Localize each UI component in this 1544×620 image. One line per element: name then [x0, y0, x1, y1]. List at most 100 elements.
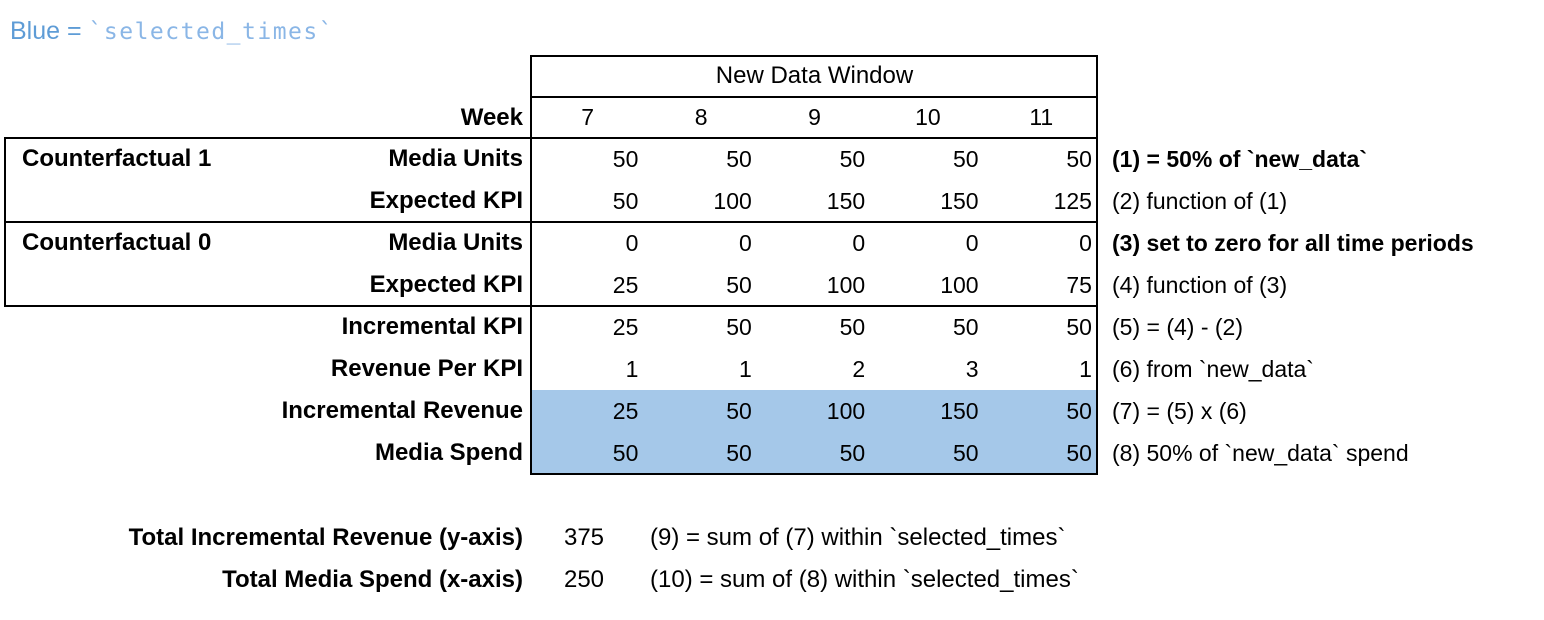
value-cell: 125 [1053, 188, 1092, 214]
value-cell: 50 [1066, 440, 1092, 466]
table-row: Incremental Revenue 25 50 100 150 50 (7) = (5)… [0, 390, 1544, 432]
total-row: Total Incremental Revenue (y-axis) 375 (9)… [0, 517, 1544, 559]
window-header-underline [530, 96, 1098, 98]
row-annotation: (2) function of (1) [1112, 188, 1288, 214]
row-values: 50 50 50 50 50 [531, 432, 1098, 474]
value-cell: 100 [826, 398, 866, 424]
total-label: Total Media Spend (x-axis) [222, 566, 523, 593]
value-cell: 50 [1066, 146, 1092, 172]
value-cell: 50 [726, 272, 752, 298]
table-row: Incremental KPI 25 50 50 50 50 (5) = (4) - (2) [0, 306, 1544, 348]
group-border-left [4, 137, 6, 307]
row-values: 50 50 50 50 50 [531, 138, 1098, 180]
value-cell: 0 [965, 230, 979, 256]
value-cell: 50 [952, 440, 979, 466]
value-cell: 50 [839, 440, 866, 466]
total-row: Total Media Spend (x-axis) 250 (10) = sum … [0, 559, 1544, 601]
row-annotation: (1) = 50% of `new_data` [1112, 146, 1367, 172]
total-annotation: (9) = sum of (7) within `selected_times` [650, 524, 1066, 551]
table-border-bottom [530, 473, 1098, 475]
row-label: Media Units [388, 229, 523, 256]
legend-code: `selected_times` [88, 19, 335, 45]
row-label: Expected KPI [369, 187, 523, 214]
value-cell: 0 [1079, 230, 1092, 256]
value-cell: 2 [852, 356, 866, 382]
value-cell: 150 [826, 188, 866, 214]
window-header: New Data Window [715, 62, 914, 89]
value-cell: 1 [738, 356, 752, 382]
week-number: 9 [808, 104, 821, 130]
value-cell: 1 [1079, 356, 1092, 382]
row-values: 0 0 0 0 0 [531, 222, 1098, 264]
value-cell: 0 [625, 230, 639, 256]
value-cell: 50 [952, 146, 979, 172]
value-cell: 0 [738, 230, 752, 256]
row-label: Media Units [388, 145, 523, 172]
value-cell: 50 [1066, 398, 1092, 424]
row-annotation: (5) = (4) - (2) [1112, 314, 1243, 340]
cf1-group-underline [4, 221, 1098, 223]
week-numbers: 7 8 9 10 11 [531, 97, 1098, 138]
row-values: 1 1 2 3 1 [531, 348, 1098, 390]
value-cell: 25 [612, 398, 639, 424]
value-cell: 3 [965, 356, 979, 382]
value-cell: 50 [612, 146, 639, 172]
week-number: 8 [694, 104, 708, 130]
value-cell: 100 [940, 272, 979, 298]
row-label: Media Spend [374, 439, 523, 466]
table-row: Counterfactual 0 Media Units 0 0 0 0 0 (3) set … [0, 222, 1544, 264]
value-cell: 25 [612, 314, 639, 340]
group-label: Counterfactual 0 [22, 229, 212, 256]
row-annotation: (8) 50% of `new_data` spend [1112, 440, 1409, 466]
group-label: Counterfactual 1 [22, 145, 212, 172]
row-values: 25 50 100 100 75 [531, 264, 1098, 306]
week-number: 11 [1029, 104, 1054, 130]
value-cell: 1 [625, 356, 639, 382]
table-border-top [530, 55, 1098, 57]
table-border-right [1096, 55, 1098, 474]
total-value: 250 [563, 566, 605, 593]
value-cell: 50 [726, 440, 752, 466]
blue-legend: Blue = `selected_times` [10, 16, 334, 47]
table-row: Expected KPI 50 100 150 150 125 (2) function o… [0, 180, 1544, 222]
value-cell: 100 [826, 272, 866, 298]
highlight-region [532, 390, 1096, 473]
row-values: 25 50 50 50 50 [531, 306, 1098, 348]
row-annotation: (7) = (5) x (6) [1112, 398, 1247, 424]
value-cell: 150 [940, 188, 979, 214]
value-cell: 50 [726, 398, 752, 424]
value-cell: 50 [726, 146, 752, 172]
total-label: Total Incremental Revenue (y-axis) [128, 524, 523, 551]
table-row: Expected KPI 25 50 100 100 75 (4) function of … [0, 264, 1544, 306]
row-label: Expected KPI [369, 271, 523, 298]
value-cell: 50 [612, 440, 639, 466]
row-values: 50 100 150 150 125 [531, 180, 1098, 222]
table-row: Revenue Per KPI 1 1 2 3 1 (6) from `new_data` [0, 348, 1544, 390]
row-label: Revenue Per KPI [330, 355, 523, 382]
table-border-left [530, 55, 532, 474]
value-cell: 50 [839, 314, 866, 340]
total-annotation: (10) = sum of (8) within `selected_times… [650, 566, 1079, 593]
week-number: 10 [915, 104, 941, 130]
row-label: Incremental Revenue [281, 397, 523, 424]
value-cell: 50 [839, 146, 866, 172]
value-cell: 75 [1066, 272, 1092, 298]
row-annotation: (6) from `new_data` [1112, 356, 1314, 382]
value-cell: 50 [952, 314, 979, 340]
cf0-group-underline [4, 305, 1098, 307]
table-row: Media Spend 50 50 50 50 50 (8) 50% of `new_dat… [0, 432, 1544, 474]
row-annotation: (4) function of (3) [1112, 272, 1288, 298]
value-cell: 0 [852, 230, 866, 256]
value-cell: 50 [1066, 314, 1092, 340]
week-number: 7 [581, 104, 595, 130]
row-label: Incremental KPI [341, 313, 523, 340]
legend-label: Blue = [10, 17, 82, 45]
total-value: 375 [563, 524, 605, 551]
value-cell: 25 [612, 272, 639, 298]
week-row: Week 7 8 9 10 11 [0, 97, 1544, 138]
week-label: Week [460, 104, 523, 131]
row-values: 25 50 100 150 50 [531, 390, 1098, 432]
table-row: Counterfactual 1 Media Units 50 50 50 50 50 (1)… [0, 138, 1544, 180]
week-row-underline [4, 137, 1098, 139]
